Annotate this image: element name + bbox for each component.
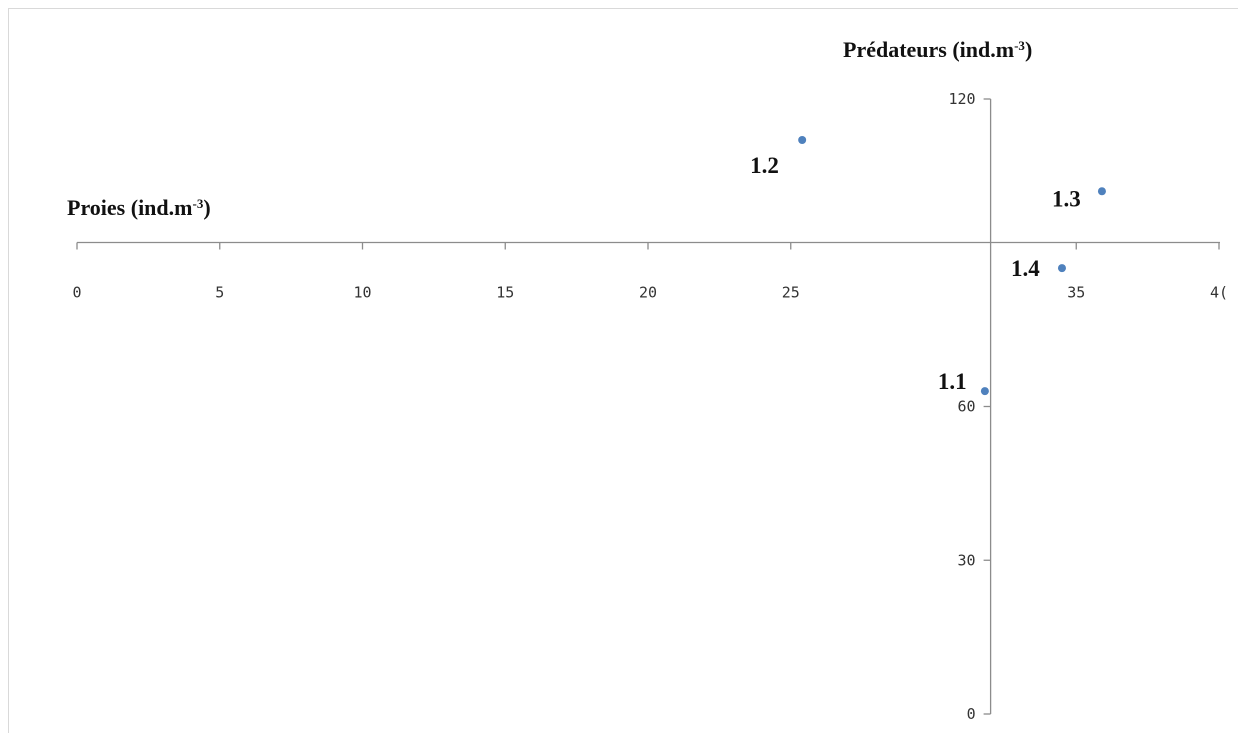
data-point [1097, 187, 1106, 196]
data-point [798, 136, 807, 144]
data-point [980, 387, 989, 396]
y-tick-label: 30 [958, 551, 976, 569]
x-tick-label: 25 [782, 284, 800, 302]
x-tick-label: 35 [1067, 284, 1085, 302]
data-points: 1.1 1.2 1.3 1.4 [750, 136, 1106, 396]
x-ticks: 0 5 10 15 20 25 35 4( [72, 242, 1228, 302]
data-point [1057, 264, 1066, 273]
x-tick-label: 4( [1210, 284, 1228, 302]
y-tick-label: 120 [949, 90, 976, 108]
axes [77, 99, 1220, 714]
data-point-label: 1.3 [1052, 186, 1081, 211]
data-point-label: 1.4 [1011, 256, 1040, 281]
y-axis-title: Prédateurs (ind.m-3) [843, 37, 1032, 62]
chart-frame [8, 8, 1238, 733]
y-tick-label: 0 [967, 705, 976, 723]
x-tick-label: 0 [72, 284, 81, 302]
x-tick-label: 10 [353, 284, 371, 302]
x-tick-label: 15 [496, 284, 514, 302]
data-point-label: 1.2 [750, 153, 779, 178]
x-axis-title: Proies (ind.m-3) [67, 195, 211, 220]
x-tick-label: 20 [639, 284, 657, 302]
data-point-label: 1.1 [938, 369, 967, 394]
y-tick-label: 60 [958, 398, 976, 416]
x-tick-label: 5 [215, 284, 224, 302]
y-ticks: 0 30 60 120 [949, 90, 991, 723]
